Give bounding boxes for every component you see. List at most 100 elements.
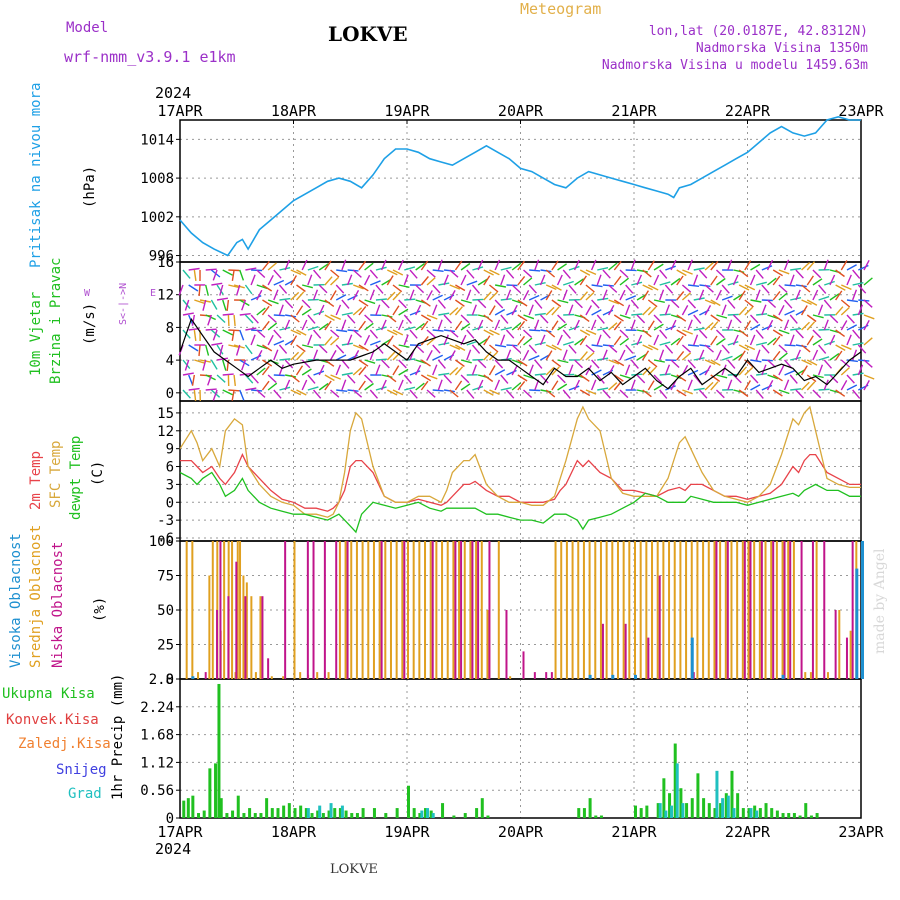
cloud-bar: [772, 541, 775, 679]
wind-barb: [198, 344, 201, 357]
cloud-bar: [446, 541, 449, 679]
wind-barb: [687, 379, 693, 391]
cloud-bar: [730, 541, 733, 679]
wind-barb: [449, 307, 459, 316]
wind-barb: [789, 274, 795, 286]
wind-barb: [483, 314, 494, 323]
wind-barb: [591, 309, 602, 316]
wind-barb: [489, 389, 500, 396]
wind-barb: [279, 297, 291, 301]
wind-barb: [790, 297, 802, 301]
wind-barb: [245, 387, 257, 391]
wind-barb: [517, 380, 526, 391]
precip-bar: [276, 808, 280, 818]
wind-barb: [341, 259, 347, 271]
wind-barb: [511, 344, 521, 353]
wind-barb: [715, 289, 722, 301]
cloud-bar: [792, 541, 795, 679]
wind-barb: [835, 269, 845, 278]
lonlat-text: lon,lat (20.0187E, 42.8312N): [648, 24, 868, 39]
cloud-bar: [367, 541, 370, 679]
wind-barb: [244, 344, 253, 355]
wind-barb: [352, 329, 362, 338]
wind-barb: [824, 340, 835, 346]
wind-barb: [653, 383, 664, 391]
wind-barb: [403, 274, 409, 286]
wind-barb: [432, 354, 443, 361]
precip-bar: [599, 815, 603, 818]
wind-barb: [202, 359, 207, 371]
elevation-text: Nadmorska Visina 1350m: [695, 41, 868, 56]
ytick-label: 1.68: [140, 728, 174, 744]
wind-barb: [738, 269, 749, 278]
wind-barb: [670, 319, 677, 331]
wind-barb: [642, 344, 653, 351]
wind-barb: [597, 267, 609, 271]
wind-barb: [551, 284, 562, 291]
cloud-bar: [477, 541, 480, 679]
ytick-label: 2.8: [149, 672, 174, 688]
wind-barb: [636, 274, 643, 286]
wind-barb: [778, 389, 790, 395]
wind-barb: [392, 305, 400, 316]
precip-bar: [253, 813, 257, 818]
wind-barb: [313, 310, 325, 316]
wind-barb: [295, 351, 305, 361]
wind-barb: [460, 299, 472, 304]
wind-barb: [495, 344, 507, 348]
cloud-bar: [554, 541, 557, 679]
wind-barb: [851, 349, 858, 361]
wind-barb: [744, 284, 756, 291]
wind-barb: [278, 284, 288, 294]
wind-barb: [471, 344, 481, 354]
wind-barb: [455, 344, 466, 352]
cloud-bar: [685, 541, 688, 679]
wind-barb: [279, 326, 291, 331]
precip-bar: [418, 813, 422, 818]
wind-barb: [318, 323, 329, 331]
wind-barb: [790, 388, 802, 391]
wind-barb: [392, 284, 403, 293]
wind-barb: [494, 359, 504, 369]
wind-barb: [670, 277, 681, 286]
wind-barb: [591, 284, 603, 288]
wind-barb: [329, 350, 337, 361]
wind-barb: [750, 323, 761, 331]
cloud-bar: [505, 610, 508, 679]
wind-barb: [727, 313, 739, 316]
wind-barb: [193, 269, 197, 281]
station-title: LOKVE: [328, 22, 408, 46]
legend-snow: Snijeg: [56, 762, 107, 778]
wind-barb: [857, 344, 867, 354]
wind-barb: [301, 308, 312, 316]
wind-barb: [182, 299, 191, 309]
precip-bar: [214, 763, 218, 818]
legend-conv-precip: Konvek.Kisa: [6, 712, 99, 728]
cloud-bar: [486, 610, 489, 679]
cloud-bar: [855, 568, 859, 679]
wind-barb: [676, 329, 687, 337]
precip-bar: [741, 808, 745, 818]
wind-barb: [386, 389, 398, 396]
wind-barb: [517, 359, 528, 367]
wind-barb: [347, 374, 356, 384]
wind-barb: [619, 349, 626, 361]
wind-barb: [477, 299, 487, 309]
cloud-bar: [261, 596, 264, 679]
wind-barb: [489, 284, 499, 293]
cloud-bar: [270, 676, 273, 679]
wind-barb: [619, 337, 630, 346]
wind-barb: [483, 389, 494, 396]
wind-barb: [801, 299, 812, 306]
cloud-bar: [719, 541, 722, 679]
cloud-bar: [673, 541, 676, 679]
wind-barb: [330, 374, 341, 380]
wind-barb: [778, 352, 788, 361]
wind-barb: [301, 319, 308, 331]
wind-barb: [715, 329, 725, 339]
wind-barb: [619, 389, 629, 399]
wind-barb: [273, 289, 279, 301]
wind-barb: [653, 359, 665, 363]
wind-barb: [511, 382, 522, 391]
wind-barb: [789, 334, 795, 346]
